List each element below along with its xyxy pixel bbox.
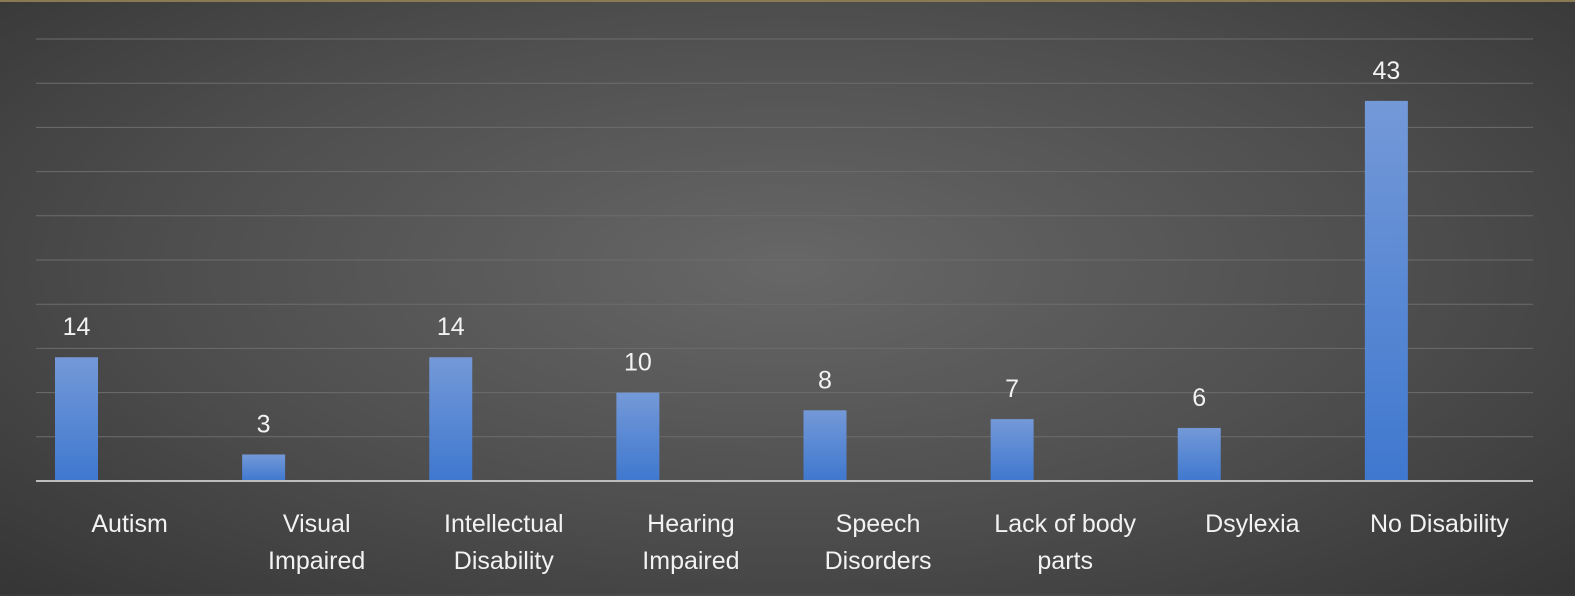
data-label: 14 [437, 313, 465, 341]
category-label: No Disability [1370, 510, 1509, 538]
bar [616, 392, 660, 481]
data-label: 3 [257, 410, 271, 438]
bar [803, 410, 847, 481]
bar [990, 419, 1034, 481]
category-label: Lack of body parts [994, 510, 1136, 575]
category-label: Visual Impaired [268, 510, 365, 575]
category-label: Hearing Impaired [642, 510, 739, 575]
data-label: 7 [1005, 375, 1019, 403]
category-label: Autism [91, 510, 167, 538]
data-labels: 14 3 14 10 8 7 6 43 [63, 57, 1401, 439]
bar [1364, 100, 1408, 481]
data-label: 14 [63, 313, 91, 341]
bar [55, 357, 98, 481]
category-label: Intellectual Disability [444, 510, 564, 575]
bar [429, 357, 473, 481]
data-label: 8 [818, 366, 832, 394]
data-label: 6 [1192, 384, 1206, 412]
bar [1177, 427, 1221, 481]
data-label: 10 [624, 349, 652, 377]
gridlines [36, 38, 1533, 438]
bars [55, 100, 1408, 481]
category-label: Speech Disorders [825, 510, 932, 575]
bar [242, 454, 286, 481]
category-label: Dsylexia [1205, 510, 1300, 538]
data-label: 43 [1372, 57, 1400, 85]
category-labels: Autism Visual Impaired Intellectual Disabili… [91, 510, 1509, 575]
